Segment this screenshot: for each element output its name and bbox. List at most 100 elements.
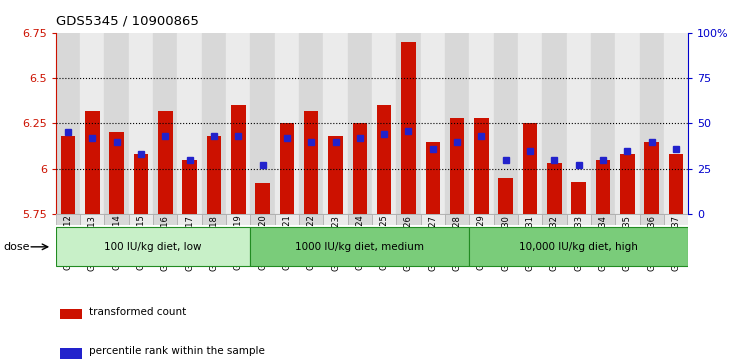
- Bar: [56, 33, 80, 214]
- Bar: [109, 132, 124, 214]
- Text: percentile rank within the sample: percentile rank within the sample: [89, 346, 265, 356]
- Text: GSM1502426: GSM1502426: [404, 215, 413, 270]
- Text: 1000 IU/kg diet, medium: 1000 IU/kg diet, medium: [295, 242, 424, 252]
- Bar: [153, 214, 177, 225]
- Bar: [202, 214, 226, 225]
- Bar: [207, 136, 221, 214]
- Text: GSM1502436: GSM1502436: [647, 215, 656, 271]
- Bar: [104, 214, 129, 225]
- Bar: [182, 160, 197, 214]
- Bar: [493, 33, 518, 214]
- Bar: [547, 163, 562, 214]
- Bar: [177, 214, 202, 225]
- Bar: [397, 33, 420, 214]
- Bar: [231, 105, 246, 214]
- Text: GSM1502418: GSM1502418: [209, 215, 219, 270]
- Bar: [426, 142, 440, 214]
- Bar: [518, 214, 542, 225]
- Bar: [644, 142, 659, 214]
- Bar: [445, 33, 469, 214]
- Text: GSM1502414: GSM1502414: [112, 215, 121, 270]
- Text: GSM1502412: GSM1502412: [63, 215, 72, 270]
- Text: GSM1502416: GSM1502416: [161, 215, 170, 270]
- Bar: [620, 154, 635, 214]
- Bar: [80, 214, 104, 225]
- Bar: [664, 33, 688, 214]
- Bar: [591, 214, 615, 225]
- Bar: [445, 214, 469, 225]
- Bar: [299, 214, 324, 225]
- Text: GSM1502435: GSM1502435: [623, 215, 632, 270]
- Text: GSM1502432: GSM1502432: [550, 215, 559, 270]
- Bar: [134, 154, 148, 214]
- Bar: [596, 160, 610, 214]
- Text: GSM1502434: GSM1502434: [599, 215, 608, 270]
- Text: GSM1502419: GSM1502419: [234, 215, 243, 270]
- Bar: [324, 33, 347, 214]
- Bar: [129, 33, 153, 214]
- Bar: [664, 214, 688, 225]
- Text: GSM1502413: GSM1502413: [88, 215, 97, 270]
- Text: GSM1502429: GSM1502429: [477, 215, 486, 270]
- Bar: [450, 118, 464, 214]
- Bar: [640, 214, 664, 225]
- Bar: [615, 214, 640, 225]
- Bar: [518, 33, 542, 214]
- Bar: [347, 214, 372, 225]
- Text: GSM1502424: GSM1502424: [356, 215, 365, 270]
- Bar: [571, 182, 586, 214]
- Bar: [372, 33, 397, 214]
- Text: GSM1502437: GSM1502437: [672, 215, 681, 271]
- Text: GSM1502427: GSM1502427: [429, 215, 437, 270]
- Bar: [129, 214, 153, 225]
- Text: GSM1502420: GSM1502420: [258, 215, 267, 270]
- Bar: [567, 33, 591, 214]
- Text: GSM1502431: GSM1502431: [525, 215, 535, 270]
- Text: GSM1502425: GSM1502425: [379, 215, 388, 270]
- Bar: [153, 33, 177, 214]
- Bar: [251, 33, 275, 214]
- Bar: [202, 33, 226, 214]
- Bar: [469, 227, 688, 266]
- Bar: [61, 136, 75, 214]
- Bar: [280, 123, 294, 214]
- Bar: [347, 33, 372, 214]
- Bar: [591, 33, 615, 214]
- Bar: [567, 214, 591, 225]
- Bar: [474, 118, 489, 214]
- Bar: [328, 136, 343, 214]
- Bar: [397, 214, 420, 225]
- Bar: [493, 214, 518, 225]
- Text: GSM1502417: GSM1502417: [185, 215, 194, 270]
- Text: transformed count: transformed count: [89, 307, 187, 317]
- Bar: [251, 227, 469, 266]
- Bar: [275, 214, 299, 225]
- Bar: [275, 33, 299, 214]
- Bar: [498, 178, 513, 214]
- Bar: [304, 111, 318, 214]
- Bar: [60, 309, 82, 319]
- Bar: [60, 348, 82, 359]
- Bar: [377, 105, 391, 214]
- Bar: [80, 33, 104, 214]
- Text: GSM1502422: GSM1502422: [307, 215, 315, 270]
- Bar: [226, 33, 251, 214]
- Text: 10,000 IU/kg diet, high: 10,000 IU/kg diet, high: [519, 242, 638, 252]
- Bar: [469, 33, 493, 214]
- Bar: [372, 214, 397, 225]
- Bar: [420, 214, 445, 225]
- Text: GSM1502423: GSM1502423: [331, 215, 340, 270]
- Bar: [523, 123, 537, 214]
- Text: dose: dose: [4, 242, 31, 252]
- Text: GDS5345 / 10900865: GDS5345 / 10900865: [56, 15, 199, 28]
- Bar: [324, 214, 347, 225]
- Bar: [640, 33, 664, 214]
- Bar: [542, 214, 567, 225]
- Text: GSM1502421: GSM1502421: [283, 215, 292, 270]
- Bar: [158, 111, 173, 214]
- Bar: [104, 33, 129, 214]
- Bar: [401, 42, 416, 214]
- Bar: [542, 33, 567, 214]
- Bar: [299, 33, 324, 214]
- Bar: [177, 33, 202, 214]
